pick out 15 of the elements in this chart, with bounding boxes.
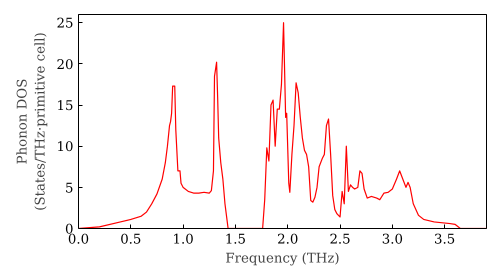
- x-tick-label: 2.5: [329, 232, 351, 248]
- x-tick-label: 3.0: [382, 232, 403, 248]
- x-tick-label: 0.0: [68, 232, 90, 248]
- y-axis-title: Phonon DOS (States/THz·primitive cell): [16, 32, 49, 211]
- y-tick-label: 25: [56, 16, 74, 32]
- y-tick-label: 20: [56, 58, 74, 73]
- y-tick-label: 10: [56, 140, 74, 156]
- y-tick-label: 5: [65, 181, 74, 196]
- y-tick-label: 15: [56, 99, 74, 114]
- x-tick-label: 1.5: [224, 232, 246, 248]
- x-tick-label: 0.5: [120, 232, 142, 248]
- x-tick-label: 3.5: [434, 232, 456, 248]
- x-tick-label: 1.0: [172, 232, 194, 248]
- x-tick-label: 2.0: [277, 232, 298, 248]
- x-axis-title: Frequency (THz): [225, 252, 340, 266]
